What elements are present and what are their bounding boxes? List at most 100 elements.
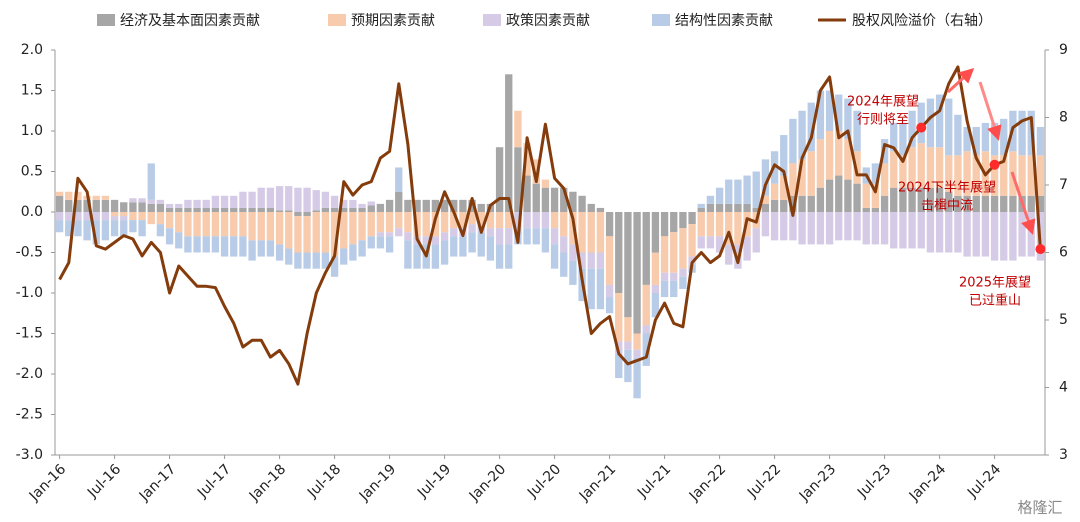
- bar: [211, 207, 220, 212]
- bar: [193, 199, 201, 208]
- bar: [1000, 212, 1008, 261]
- bar: [367, 212, 375, 237]
- bar: [147, 199, 155, 204]
- bar: [990, 195, 999, 212]
- bar: [871, 207, 880, 212]
- bar: [1018, 110, 1026, 156]
- bar: [780, 135, 788, 176]
- bar: [459, 199, 467, 212]
- line: [58, 65, 1042, 386]
- bar: [239, 191, 247, 208]
- bar: [835, 131, 843, 176]
- bar: [65, 220, 73, 237]
- bar: [486, 212, 495, 229]
- bar: [596, 207, 605, 212]
- bar: [605, 236, 614, 285]
- bar: [633, 357, 641, 399]
- bar: [395, 228, 403, 237]
- bar: [495, 244, 504, 269]
- bar: [340, 212, 348, 249]
- bar: [138, 220, 146, 237]
- bar: [65, 199, 73, 212]
- bar: [798, 195, 806, 212]
- bar: [101, 199, 110, 212]
- bar: [110, 220, 119, 237]
- bar: [734, 179, 742, 204]
- bar: [880, 163, 889, 196]
- bar: [468, 224, 476, 233]
- bar: [422, 199, 430, 212]
- bar: [285, 248, 293, 265]
- bar: [899, 187, 907, 212]
- bar: [816, 212, 825, 245]
- bar: [532, 159, 540, 184]
- bar: [633, 349, 641, 358]
- bar: [569, 191, 577, 212]
- bar: [175, 203, 183, 208]
- bar: [395, 167, 403, 192]
- x-tick-label: Jan-20: [466, 461, 509, 504]
- bar: [340, 199, 348, 208]
- bar: [587, 252, 595, 269]
- bar: [862, 183, 870, 208]
- bar: [853, 212, 861, 241]
- bar: [862, 212, 870, 245]
- bar: [523, 228, 531, 245]
- bar: [266, 240, 275, 257]
- bar: [147, 163, 155, 200]
- bar: [752, 207, 760, 212]
- bar: [395, 212, 403, 229]
- bar: [651, 252, 660, 285]
- bar: [972, 155, 980, 196]
- bar: [129, 202, 137, 212]
- bar: [835, 175, 843, 212]
- bar: [193, 207, 201, 212]
- bar: [303, 252, 311, 269]
- bar: [202, 212, 210, 237]
- bar: [596, 212, 605, 253]
- bar: [981, 212, 990, 257]
- bar: [120, 212, 128, 217]
- bar: [450, 228, 458, 237]
- bar: [165, 228, 174, 245]
- bar: [220, 195, 229, 208]
- bar: [101, 212, 110, 221]
- bar: [275, 186, 284, 211]
- bar: [193, 212, 201, 237]
- bar: [981, 122, 990, 152]
- bar: [560, 187, 568, 212]
- bar: [477, 203, 485, 212]
- bar: [807, 212, 815, 245]
- legend-swatch: [652, 14, 670, 26]
- y-tick-label: -1.5: [16, 326, 43, 342]
- bar: [890, 122, 898, 152]
- bar: [945, 191, 953, 212]
- bar: [248, 207, 256, 212]
- bar: [312, 212, 320, 253]
- bar: [440, 240, 449, 265]
- bar: [266, 212, 275, 241]
- bar: [835, 94, 843, 131]
- bar: [376, 203, 385, 212]
- bar: [697, 236, 705, 249]
- bar: [303, 216, 311, 253]
- bar: [550, 228, 559, 245]
- bar: [83, 212, 91, 221]
- bar: [129, 220, 137, 233]
- bar: [670, 280, 678, 298]
- bar: [935, 94, 944, 148]
- bar: [706, 195, 715, 204]
- bar: [1018, 155, 1026, 196]
- bar: [184, 199, 192, 208]
- bar: [65, 191, 73, 200]
- bar: [74, 191, 82, 200]
- bar: [770, 212, 779, 241]
- y2-tick-label: 9: [1059, 42, 1068, 58]
- bar: [211, 212, 220, 237]
- bar: [624, 317, 632, 342]
- bar: [688, 212, 696, 225]
- annotation: 2024年展望: [847, 94, 919, 110]
- bar: [285, 212, 293, 249]
- bar: [697, 207, 705, 212]
- bar: [505, 228, 513, 245]
